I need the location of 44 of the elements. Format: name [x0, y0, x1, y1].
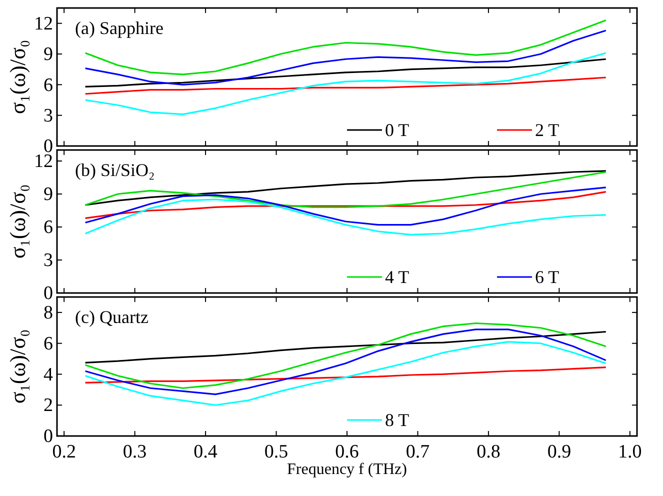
line-series [84, 52, 607, 116]
line-series [84, 58, 607, 88]
legend-label: 4 T [385, 267, 410, 287]
text: (b) Si/SiO₂ [75, 160, 155, 180]
legend-label: 0 T [385, 120, 410, 140]
y-tick-label: 6 [44, 333, 53, 354]
legend-label: 2 T [535, 120, 560, 140]
y-axis-title: σ₁(ω)/σ₀ [5, 184, 30, 259]
line-series [84, 366, 607, 384]
line-series [84, 340, 607, 406]
y-tick-label: 6 [44, 74, 53, 96]
line-series [84, 191, 607, 219]
y-tick-label: 0 [44, 283, 53, 304]
line-series [84, 76, 607, 95]
y-tick-label: 4 [44, 364, 54, 386]
x-tick-label: 0.5 [264, 441, 288, 462]
x-tick-label: 0.4 [194, 441, 218, 462]
line-series [84, 328, 607, 396]
y-axis-title: σ₁(ω)/σ₀ [5, 329, 30, 404]
y-tick-label: 9 [44, 184, 53, 206]
line-series [84, 186, 607, 226]
text: (c) Quartz [75, 307, 148, 327]
x-tick-label: 0.2 [52, 441, 76, 462]
line-series [84, 330, 607, 364]
y-axis-title: σ₁(ω)/σ₀ [5, 40, 30, 114]
x-axis-title: Frequency f (THz) [287, 461, 407, 478]
y-tick-label: 8 [44, 302, 53, 324]
x-tick-label: 0.6 [335, 441, 359, 462]
line-series [84, 198, 607, 236]
y-tick-label: 2 [44, 395, 53, 416]
legend-label: 8 T [385, 410, 410, 430]
y-tick-label: 6 [44, 217, 53, 238]
y-tick-label: 9 [44, 44, 53, 66]
legend-label: 6 T [535, 267, 560, 287]
y-tick-label: 0 [44, 426, 53, 448]
x-tick-label: 0.3 [122, 441, 147, 462]
y-tick-label: 12 [34, 13, 53, 34]
y-tick-label: 3 [44, 250, 53, 272]
x-tick-label: 1.0 [618, 441, 642, 462]
x-tick-label: 0.8 [476, 441, 500, 462]
x-tick-label: 0.7 [406, 441, 430, 462]
y-tick-label: 3 [44, 105, 53, 126]
text: (a) Sapphire [75, 18, 164, 38]
x-tick-label: 0.9 [547, 441, 572, 462]
